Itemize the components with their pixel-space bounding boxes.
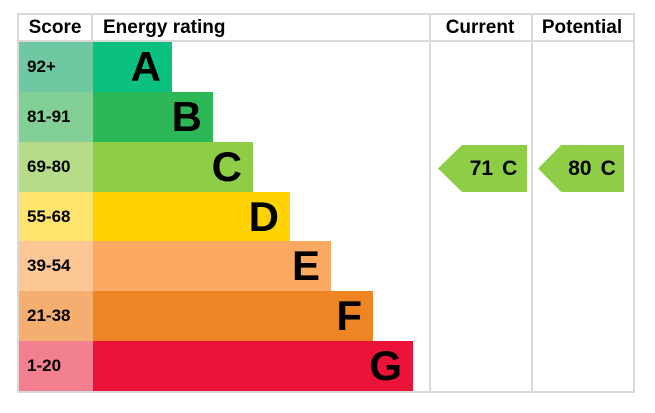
band-bar: A [93, 42, 172, 92]
band-score-range: 39-54 [19, 241, 93, 292]
band-letter: E [291, 242, 320, 290]
band-letter: B [171, 92, 202, 140]
band-bar: C [93, 141, 253, 192]
band-bar: G [93, 341, 413, 392]
rating-band-row: 92+ A [19, 42, 633, 92]
header-score: Score [19, 15, 93, 40]
rating-band-row: 1-20 G [19, 341, 633, 392]
column-divider-current [429, 15, 431, 391]
header-energy-rating: Energy rating [103, 17, 226, 38]
band-score-range: 21-38 [19, 291, 93, 342]
band-letter: D [248, 192, 279, 240]
rating-bands-area: 92+ A 81-91 B 69-80 C 55-68 D 39-54 E 21… [19, 42, 633, 392]
band-letter: G [369, 342, 402, 390]
current-rating-arrow: 71 C [438, 145, 527, 192]
potential-rating-letter: C [600, 156, 616, 180]
bands-container: 92+ A 81-91 B 69-80 C 55-68 D 39-54 E 21… [19, 42, 633, 392]
band-score-range: 55-68 [19, 191, 93, 242]
potential-rating-value: 80 [568, 156, 592, 180]
table-header-row: Score Energy rating Current Potential [19, 15, 633, 42]
header-current: Current [445, 17, 515, 38]
band-bar: F [93, 291, 373, 342]
current-rating-letter: C [502, 156, 518, 180]
potential-rating-arrow: 80 C [538, 145, 624, 192]
band-bar: D [93, 191, 290, 242]
rating-band-row: 39-54 E [19, 241, 633, 292]
band-score-range: 1-20 [19, 341, 93, 392]
band-bar: E [93, 241, 331, 292]
band-score-range: 81-91 [19, 91, 93, 142]
band-letter: A [130, 42, 161, 90]
header-potential: Potential [541, 17, 623, 38]
rating-band-row: 55-68 D [19, 191, 633, 242]
current-rating-value: 71 [469, 156, 494, 180]
band-score-range: 69-80 [19, 141, 93, 192]
rating-band-row: 69-80 C [19, 141, 633, 192]
rating-band-row: 21-38 F [19, 291, 633, 342]
band-bar: B [93, 91, 213, 142]
rating-band-row: 81-91 B [19, 91, 633, 142]
column-divider-potential [531, 15, 533, 391]
epc-rating-table: Score Energy rating Current Potential 92… [17, 13, 635, 393]
band-letter: F [336, 292, 362, 340]
band-score-range: 92+ [19, 42, 93, 92]
band-letter: C [211, 142, 242, 190]
